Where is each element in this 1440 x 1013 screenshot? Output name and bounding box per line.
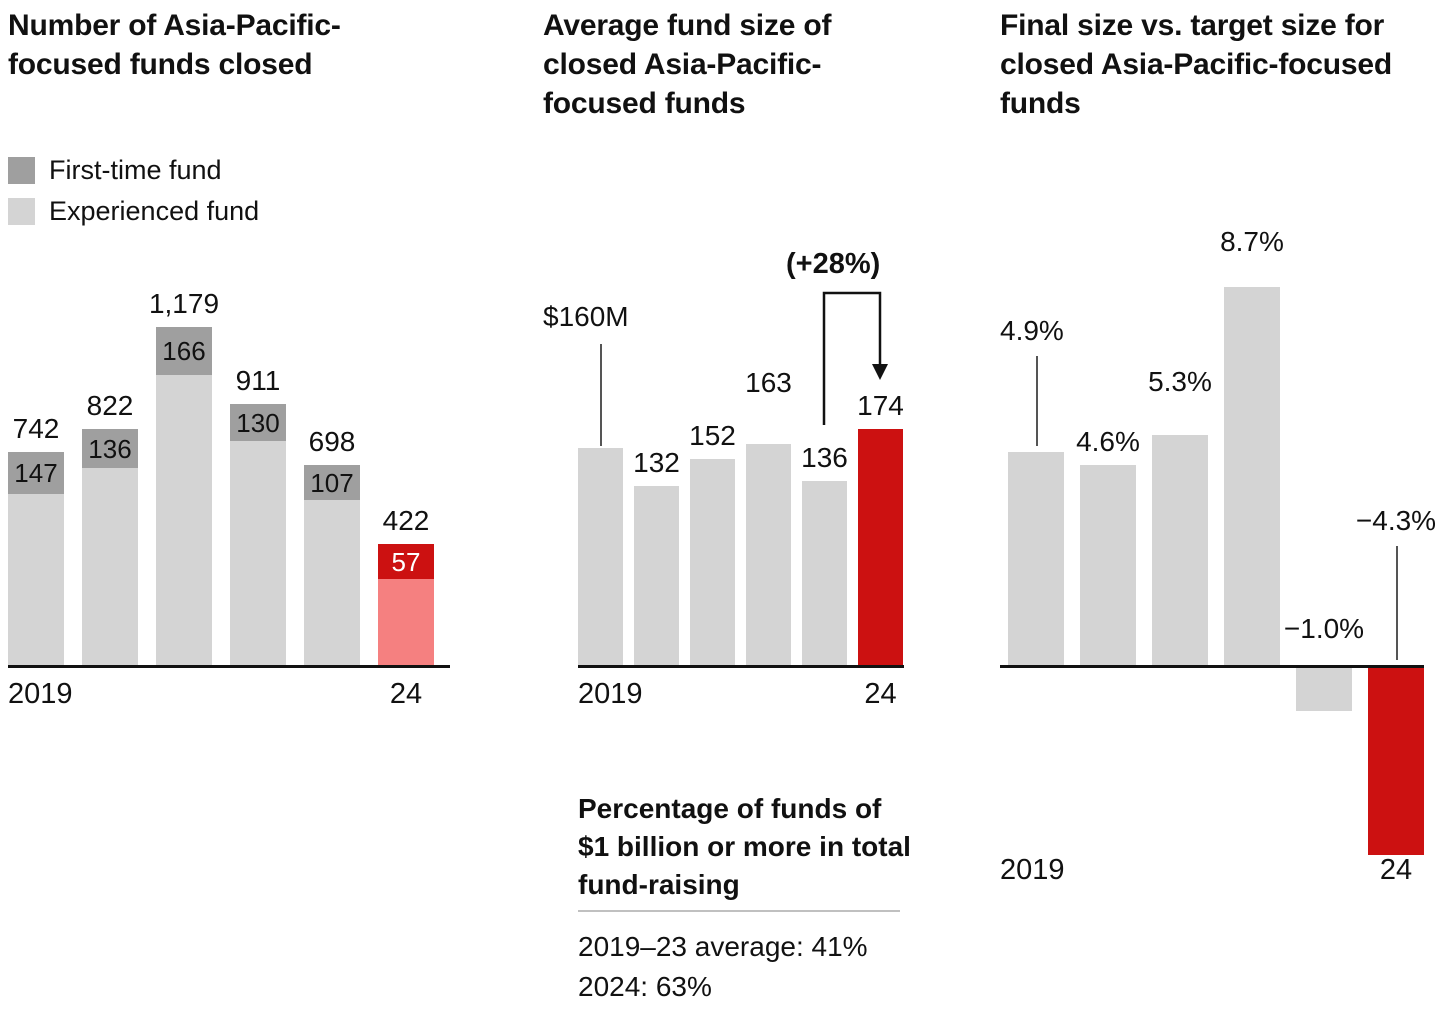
x-axis-line-funds-closed [8,665,450,668]
bar-2021: 166 [156,327,212,665]
bar-2022 [746,444,791,665]
bar-2024 [858,429,903,665]
bar-segment-first-time-2020: 136 [82,429,138,468]
bar-2024: 57 [378,544,434,665]
bar-2019: 147 [8,452,64,665]
bar-2024 [1368,668,1424,855]
change-arrow-icon [822,291,888,425]
bar-segment-first-time-2021: 166 [156,327,212,375]
leader-line-neg-4-3 [1396,546,1398,660]
bar-2023: 107 [304,465,360,665]
bar-value-label: 163 [745,367,792,398]
bar-2022 [1224,287,1280,665]
x-tick-end-avg-fund-size: 24 [864,678,897,710]
bar-value-label: 136 [801,442,848,473]
value-label-neg-1-0: −1.0% [1283,613,1365,644]
footnote-line-average: 2019–23 average: 41% [578,931,868,962]
value-label-neg-4-3: −4.3% [1355,505,1437,536]
x-tick-start-avg-fund-size: 2019 [578,678,643,710]
footnote-divider [578,910,900,912]
leader-line-4-9 [1036,356,1038,446]
x-tick-end-funds-closed: 24 [389,678,423,710]
bar-2020: 136 [82,429,138,665]
bar-value-label: 5.3% [1148,366,1212,397]
bar-2023 [1296,668,1352,711]
x-tick-start-final-vs-target: 2019 [1000,854,1065,886]
bar-segment-label: 130 [236,407,280,438]
bar-segment-label: 57 [391,546,421,577]
bar-value-label: 174 [857,390,904,421]
bar-segment-first-time-2019: 147 [8,452,64,494]
legend-label-first-time: First-time fund [49,155,222,185]
x-tick-start-funds-closed: 2019 [8,678,73,710]
chart-title-final-vs-target: Final size vs. target size for closed As… [1000,9,1392,120]
bar-2021 [690,459,735,665]
bar-2019 [1008,452,1064,665]
x-axis-line-avg-fund-size [578,665,904,668]
bar-segment-first-time-2022: 130 [230,404,286,441]
legend-item-first-time: First-time fund [8,155,222,186]
legend-label-experienced: Experienced fund [49,196,260,226]
value-label-160m: $160M [543,301,629,332]
bar-value-label: 1,179 [148,288,220,319]
change-annotation: (+28%) [786,248,881,280]
bar-value-label: 698 [308,426,356,457]
value-label-4-9: 4.9% [1000,315,1064,346]
bar-2023 [802,481,847,665]
x-axis-line-final-vs-target [1000,665,1424,668]
bar-value-label: 911 [235,365,281,396]
bar-2020 [1080,465,1136,665]
bar-2021 [1152,435,1208,665]
bar-value-label: 8.7% [1220,226,1284,257]
bar-segment-label: 136 [88,433,132,464]
footnote-heading: Percentage of funds of $1 billion or mor… [578,793,911,900]
bar-segment-first-time-2023: 107 [304,465,360,500]
chart-title-funds-closed: Number of Asia-Pacific-focused funds clo… [8,9,341,81]
bar-2020 [634,486,679,665]
first-time-fund-swatch-icon [8,157,35,184]
footnote-line-2024: 2024: 63% [578,971,712,1002]
bar-value-label: 422 [382,505,430,536]
bar-segment-label: 107 [310,467,354,498]
bar-value-label: 822 [86,390,134,421]
bar-segment-label: 147 [14,458,58,488]
leader-line-160m [600,344,602,446]
bar-2022: 130 [230,404,286,665]
bar-segment-first-time-2024: 57 [378,544,434,579]
chart-title-avg-fund-size: Average fund size of closed Asia-Pacific… [543,9,832,120]
bar-segment-label: 166 [162,336,206,366]
experienced-fund-swatch-icon [8,198,35,225]
legend-item-experienced: Experienced fund [8,196,259,227]
bar-value-label: 132 [633,447,680,478]
bar-value-label: 4.6% [1076,426,1140,457]
bar-value-label: 152 [689,420,736,451]
bar-2019 [578,448,623,665]
x-tick-end-final-vs-target: 24 [1379,854,1413,886]
bar-value-label: 742 [12,413,60,444]
